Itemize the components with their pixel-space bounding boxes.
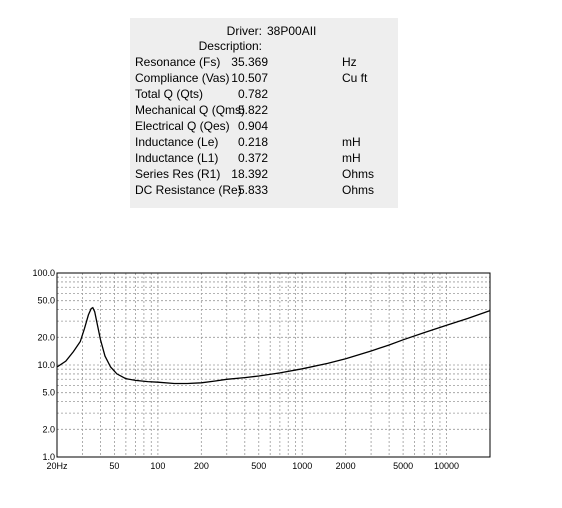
x-tick-label: 2000 bbox=[336, 461, 356, 471]
y-tick-label: 5.0 bbox=[42, 388, 55, 398]
param-label: Series Res (R1) bbox=[135, 167, 221, 181]
param-row: Mechanical Q (Qms) 5.822 bbox=[130, 102, 398, 118]
x-tick-label: 10000 bbox=[434, 461, 459, 471]
description-label: Description: bbox=[198, 39, 262, 53]
y-tick-label: 1.0 bbox=[42, 452, 55, 462]
tick-labels: 20Hz 50 100 200 500 1000 2000 5000 10000 1.0 2.0 5.… bbox=[32, 268, 459, 471]
x-tick-label: 100 bbox=[150, 461, 165, 471]
param-unit: mH bbox=[342, 151, 361, 165]
y-tick-label: 20.0 bbox=[37, 332, 55, 342]
param-label: Inductance (Le) bbox=[135, 135, 219, 149]
x-tick-label: 1000 bbox=[292, 461, 312, 471]
param-value: 0.372 bbox=[237, 151, 268, 165]
param-row: Inductance (L1) 0.372 mH bbox=[130, 150, 398, 166]
param-label: Total Q (Qts) bbox=[135, 87, 204, 101]
param-unit: mH bbox=[342, 135, 361, 149]
param-unit: Cu ft bbox=[342, 71, 368, 85]
driver-parameters-panel: Driver: 38P00AII Description: Resonance … bbox=[130, 18, 398, 208]
param-value: 5.822 bbox=[237, 103, 268, 117]
param-value: 18.392 bbox=[231, 167, 268, 181]
param-unit: Hz bbox=[342, 55, 357, 69]
y-tick-label: 100.0 bbox=[32, 268, 55, 278]
impedance-curve-series bbox=[56, 306, 491, 385]
param-label: Resonance (Fs) bbox=[135, 55, 221, 69]
param-value: 5.833 bbox=[237, 183, 268, 197]
param-value: 0.782 bbox=[237, 87, 268, 101]
x-tick-label: 500 bbox=[251, 461, 266, 471]
y-tick-label: 10.0 bbox=[37, 360, 55, 370]
y-tick-label: 2.0 bbox=[42, 424, 55, 434]
param-row: Inductance (Le) 0.218 mH bbox=[130, 134, 398, 150]
param-row: Total Q (Qts) 0.782 bbox=[130, 86, 398, 102]
param-unit: Ohms bbox=[342, 183, 375, 197]
param-value: 0.218 bbox=[237, 135, 268, 149]
param-row: Electrical Q (Qes) 0.904 bbox=[130, 118, 398, 134]
param-row: Series Res (R1) 18.392 Ohms bbox=[130, 166, 398, 182]
param-label: Inductance (L1) bbox=[135, 151, 219, 165]
x-tick-label: 20Hz bbox=[46, 461, 68, 471]
param-row: Compliance (Vas) 10.507 Cu ft bbox=[130, 70, 398, 86]
x-tick-label: 200 bbox=[194, 461, 209, 471]
driver-label: Driver: bbox=[226, 24, 262, 38]
plot-frame bbox=[56, 272, 491, 458]
chart-grid bbox=[57, 273, 490, 457]
x-tick-label: 5000 bbox=[393, 461, 413, 471]
param-value: 10.507 bbox=[231, 71, 268, 85]
param-label: Mechanical Q (Qms) bbox=[135, 103, 246, 117]
param-label: Electrical Q (Qes) bbox=[135, 119, 230, 133]
param-label: Compliance (Vas) bbox=[135, 71, 230, 85]
param-label: DC Resistance (Re) bbox=[135, 183, 242, 197]
param-value: 0.904 bbox=[237, 119, 268, 133]
driver-value: 38P00AII bbox=[267, 24, 317, 38]
param-row: Resonance (Fs) 35.369 Hz bbox=[130, 54, 398, 70]
x-tick-label: 50 bbox=[109, 461, 119, 471]
param-unit: Ohms bbox=[342, 167, 375, 181]
y-tick-label: 50.0 bbox=[37, 296, 55, 306]
param-row: DC Resistance (Re) 5.833 Ohms bbox=[130, 182, 398, 198]
param-value: 35.369 bbox=[231, 55, 268, 69]
